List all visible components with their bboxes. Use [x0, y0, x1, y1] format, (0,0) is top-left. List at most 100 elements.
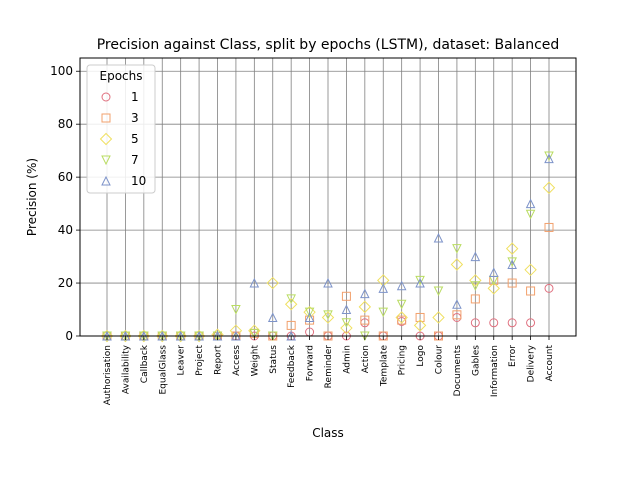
data-point: [526, 286, 536, 296]
data-point: [488, 267, 499, 277]
data-point: [395, 311, 408, 324]
x-tick-label: Documents: [453, 345, 463, 397]
data-point: [266, 276, 279, 290]
data-point: [507, 257, 517, 267]
data-point: [396, 299, 407, 310]
x-tick-label: Feedback: [287, 344, 297, 388]
data-point: [525, 198, 536, 209]
data-point: [452, 299, 462, 309]
x-tick-label: Leaver: [177, 345, 187, 376]
legend-label: 7: [131, 153, 139, 167]
data-point: [378, 283, 389, 293]
x-tick-label: Project: [195, 345, 205, 376]
data-point: [192, 329, 206, 343]
data-point: [156, 329, 169, 343]
data-point: [470, 281, 481, 291]
legend-marker: [101, 113, 111, 123]
x-tick-label: Status: [269, 345, 279, 374]
y-tick-label: 60: [58, 170, 73, 184]
data-point: [340, 321, 353, 335]
x-axis-label: Class: [312, 426, 344, 440]
x-tick-label: Pricing: [398, 345, 408, 375]
data-point: [542, 181, 556, 194]
data-point: [267, 312, 278, 322]
data-point: [544, 153, 554, 164]
data-point: [469, 274, 482, 287]
chart-title: Precision against Class, split by epochs…: [97, 37, 560, 53]
data-point: [323, 277, 333, 288]
data-point: [526, 318, 536, 328]
data-point: [174, 329, 187, 343]
data-point: [415, 312, 425, 322]
legend-items: 1 3 5 7 10: [99, 90, 146, 188]
y-tick-label: 40: [58, 223, 73, 237]
x-tick-label: Weight: [250, 345, 260, 377]
legend-label: 3: [131, 111, 139, 125]
data-point: [303, 305, 316, 319]
data-point: [432, 311, 445, 324]
legend-label: 10: [131, 174, 146, 188]
data-point: [470, 318, 480, 328]
data-point: [286, 294, 296, 305]
data-point: [507, 278, 517, 288]
y-tick-label: 0: [65, 329, 73, 343]
legend-marker: [101, 155, 111, 166]
data-point: [341, 304, 352, 315]
x-tick-label: Forward: [306, 345, 316, 381]
data-point: [489, 318, 499, 328]
data-point: [525, 209, 536, 220]
data-point: [524, 263, 537, 277]
x-tick-label: Report: [214, 345, 224, 375]
x-tick-label: Information: [490, 345, 500, 397]
x-tick-label: Reminder: [324, 345, 334, 389]
x-tick-label: Action: [361, 345, 371, 373]
legend: Epochs 1 3 5 7 10: [86, 64, 156, 194]
data-point: [304, 312, 315, 322]
x-tick-label: Access: [232, 345, 242, 376]
data-point: [452, 244, 462, 254]
legend-label: 5: [131, 132, 139, 146]
data-point: [231, 305, 241, 315]
data-point: [323, 310, 333, 320]
data-point: [450, 258, 464, 271]
data-point: [397, 315, 407, 325]
data-point: [505, 242, 519, 255]
x-tick-label: Gables: [471, 345, 481, 376]
x-tick-label: Delivery: [527, 344, 537, 382]
data-point: [378, 307, 389, 318]
data-point: [507, 318, 517, 328]
x-tick-label: Colour: [435, 345, 445, 375]
legend-marker: [101, 175, 111, 186]
data-point: [433, 286, 444, 297]
data-point: [360, 288, 370, 299]
data-point: [415, 277, 425, 288]
data-point: [286, 320, 296, 330]
data-point: [321, 311, 335, 324]
data-point: [433, 232, 444, 243]
legend-marker: [99, 132, 113, 146]
x-tick-label: Availability: [121, 344, 131, 394]
x-tick-label: Template: [379, 345, 389, 388]
data-point: [452, 310, 462, 320]
data-point: [341, 291, 351, 301]
data-point: [137, 329, 151, 343]
data-point: [249, 277, 260, 288]
data-point: [119, 329, 132, 343]
data-point: [377, 274, 390, 287]
data-point: [360, 315, 370, 325]
x-tick-label: Account: [545, 345, 555, 382]
data-point: [284, 298, 298, 311]
y-tick-label: 20: [58, 276, 73, 290]
x-axis-ticks: Authorisation Availability Callback EqualGl…: [103, 336, 555, 405]
x-tick-label: Logo: [416, 345, 426, 367]
x-tick-label: Callback: [140, 344, 150, 383]
data-point: [507, 259, 517, 270]
data-point: [341, 318, 352, 328]
legend-label: 1: [131, 90, 139, 104]
x-tick-label: Authorisation: [103, 345, 113, 405]
data-point: [470, 251, 481, 262]
legend-title: Epochs: [100, 69, 143, 83]
x-tick-label: Admin: [342, 345, 352, 374]
x-tick-label: EqualGlass: [158, 345, 168, 395]
